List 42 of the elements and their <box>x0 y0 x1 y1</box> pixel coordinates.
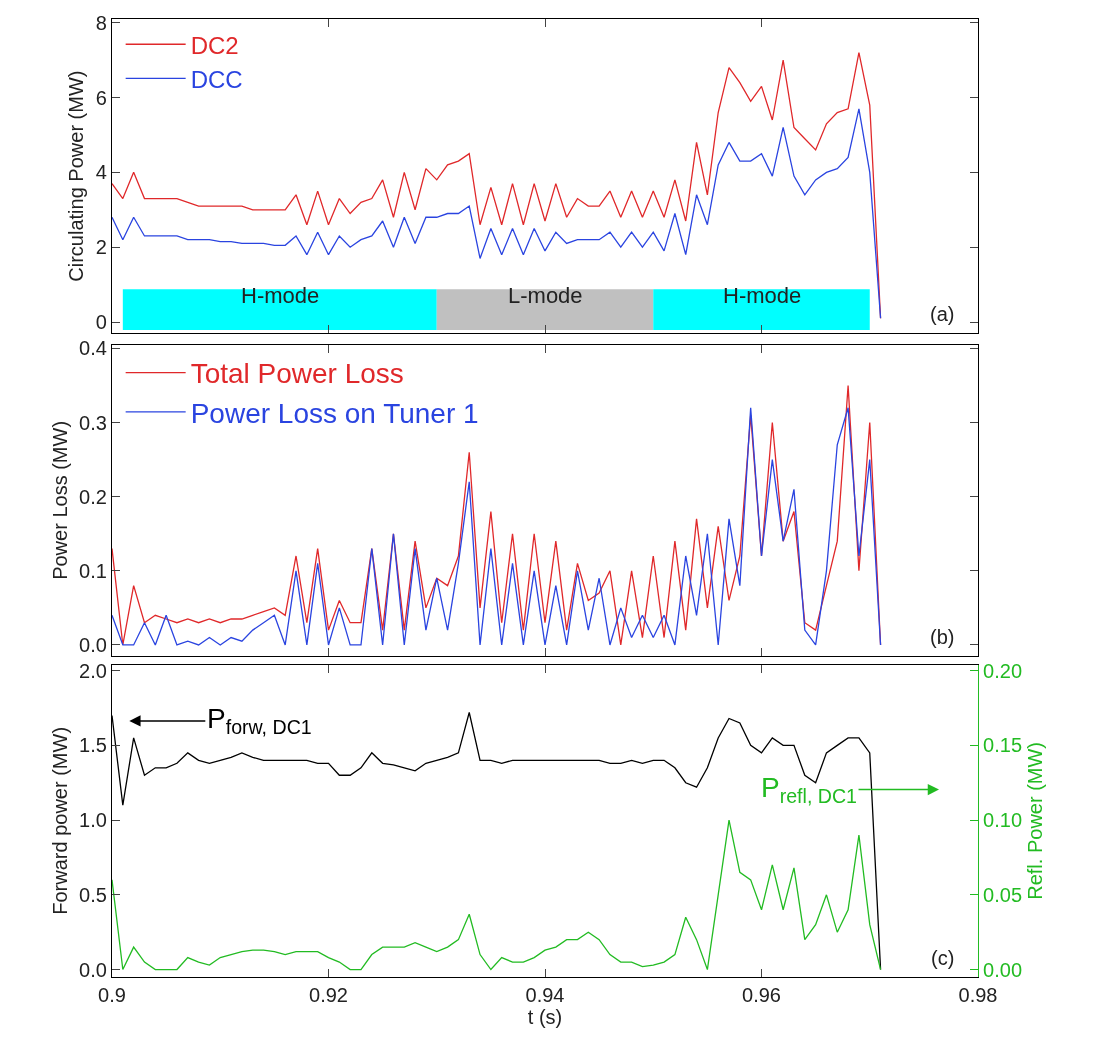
y-axis-title: Forward power (MW) <box>48 726 71 915</box>
x-tick-label: 0.9 <box>98 984 126 1007</box>
series-label: P$_{refl, DC1}$ <box>761 772 857 807</box>
annotation: (b) <box>930 626 955 648</box>
y2-tick-label: 0.05 <box>983 883 1023 906</box>
y2-tick-label: 0.00 <box>983 958 1023 981</box>
y-axis-title: Circulating Power (MW) <box>65 70 88 282</box>
y-tick-label: 2 <box>95 236 107 259</box>
y2-tick-label: 0.15 <box>983 734 1023 757</box>
annotation: (a) <box>930 303 955 325</box>
band-label: L-mode <box>508 283 583 308</box>
legend-label: Total Power Loss <box>190 358 404 390</box>
y-axis-title: Power Loss (MW) <box>48 420 71 580</box>
y2-axis-title: Refl. Power (MW) <box>1023 741 1046 900</box>
y-tick-label: 0.0 <box>79 958 107 981</box>
y2-tick-label: 0.20 <box>983 659 1023 682</box>
y-tick-label: 1.5 <box>79 734 107 757</box>
legend-label: DCC <box>190 65 243 93</box>
legend-label: DC2 <box>190 31 239 59</box>
band-label: H-mode <box>723 283 802 308</box>
y-tick-label: 1.0 <box>79 809 107 832</box>
band-label: H-mode <box>241 283 320 308</box>
x-tick-label: 0.94 <box>525 984 565 1007</box>
y-tick-label: 0.3 <box>79 411 107 434</box>
y-tick-label: 2.0 <box>79 659 107 682</box>
y-tick-label: 0.5 <box>79 883 107 906</box>
legend-label: Power Loss on Tuner 1 <box>190 397 479 429</box>
y-tick-label: 4 <box>95 161 107 184</box>
x-tick-label: 0.92 <box>309 984 348 1007</box>
x-axis-title: t (s) <box>527 1006 563 1029</box>
y-tick-label: 8 <box>95 11 107 34</box>
y-tick-label: 6 <box>95 86 107 109</box>
y-tick-label: 0.1 <box>79 559 107 582</box>
x-tick-label: 0.98 <box>958 984 998 1007</box>
y2-tick-label: 0.10 <box>983 809 1023 832</box>
x-tick-label: 0.96 <box>742 984 781 1007</box>
y-tick-label: 0.0 <box>79 633 107 656</box>
annotation: (c) <box>931 947 955 969</box>
y-tick-label: 0.2 <box>79 485 107 508</box>
y-tick-label: 0 <box>95 311 107 333</box>
legend-label: P$_{forw, DC1}$ <box>207 703 312 738</box>
y-tick-label: 0.4 <box>79 337 107 360</box>
